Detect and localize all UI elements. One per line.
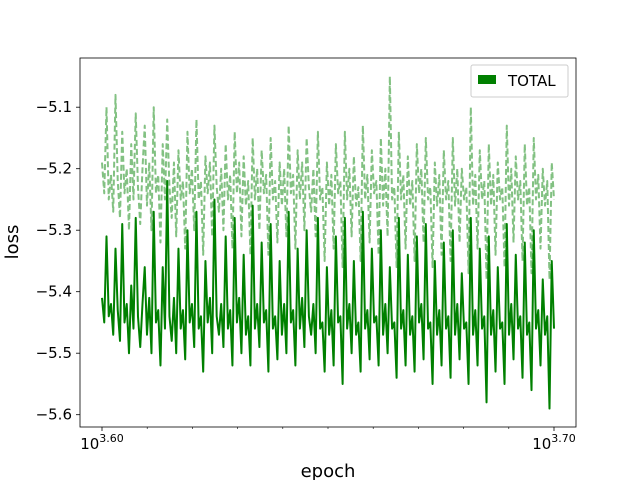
y-tick-label: −5.6 <box>36 406 72 424</box>
y-tick-label: −5.4 <box>36 283 72 301</box>
legend-box <box>470 64 569 98</box>
y-tick-label: −5.3 <box>36 221 72 239</box>
series-line-total <box>101 180 555 410</box>
y-tick-label: −5.5 <box>36 344 72 362</box>
y-axis: −5.1 −5.2 −5.3 −5.4 −5.5 −5.6 <box>36 98 80 424</box>
y-axis-label: loss <box>2 225 23 260</box>
legend-swatch-total <box>478 75 496 84</box>
x-tick-label: 103.60 <box>80 432 124 453</box>
series-layer <box>101 75 555 410</box>
y-tick-label: −5.1 <box>36 98 72 116</box>
x-axis: 103.60 103.70 <box>80 427 576 453</box>
x-tick-label: 103.70 <box>532 432 576 453</box>
plot-area <box>80 58 576 427</box>
legend-label-total: TOTAL <box>507 72 556 90</box>
y-tick-label: −5.2 <box>36 160 72 178</box>
series-line-dashed <box>101 75 555 281</box>
legend: TOTAL <box>470 64 569 98</box>
x-axis-label: epoch <box>301 461 356 480</box>
